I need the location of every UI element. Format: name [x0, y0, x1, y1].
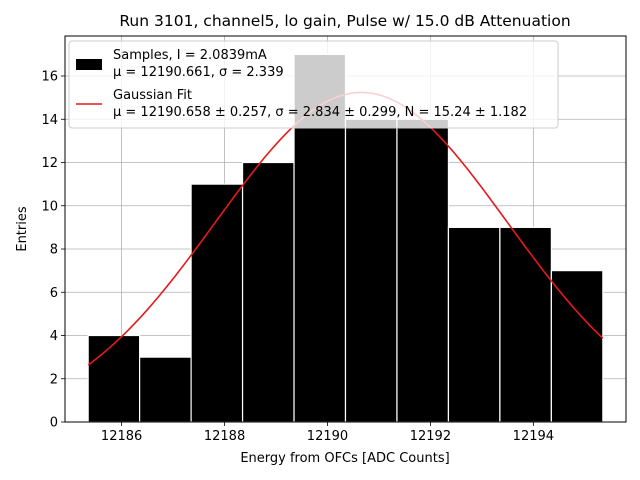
y-tick-label: 0 — [50, 416, 58, 431]
histogram-bar — [550, 270, 604, 423]
histogram-bar — [241, 161, 295, 423]
axis-ticks: 12186 12188 12190 12192 12194 0 2 4 6 8 10 12 14 16 — [41, 70, 554, 444]
x-tick-label: 12192 — [410, 429, 451, 444]
y-tick-label: 14 — [41, 113, 58, 128]
y-tick-label: 12 — [41, 156, 58, 171]
y-tick-label: 2 — [50, 372, 58, 387]
y-tick-label: 8 — [50, 243, 58, 258]
histogram-bar — [139, 356, 192, 423]
histogram-bar — [499, 226, 552, 423]
legend-fit-label: Gaussian Fit — [113, 88, 192, 103]
histogram-bar — [447, 226, 501, 423]
legend-fit-stats: μ = 12190.658 ± 0.257, σ = 2.834 ± 0.299… — [113, 105, 527, 120]
legend-samples-label: Samples, I = 2.0839mA — [113, 48, 267, 63]
histogram-bar — [344, 118, 398, 423]
x-tick-label: 12190 — [307, 429, 348, 444]
y-axis-title: Entries — [15, 206, 30, 252]
histogram-bar — [396, 118, 450, 423]
plot-frame — [64, 35, 627, 423]
x-tick-label: 12186 — [101, 429, 142, 444]
x-axis-title: Energy from OFCs [ADC Counts] — [240, 451, 449, 466]
legend-box — [68, 40, 559, 129]
y-tick-label: 16 — [41, 70, 58, 85]
y-tick-label: 6 — [50, 286, 58, 301]
histogram-bar — [87, 334, 141, 423]
x-tick-label: 12188 — [204, 429, 245, 444]
chart-title: Run 3101, channel5, lo gain, Pulse w/ 15… — [119, 12, 570, 30]
histogram-bar — [190, 183, 244, 423]
x-tick-label: 12194 — [513, 429, 554, 444]
y-tick-label: 10 — [41, 199, 58, 214]
histogram-bars — [87, 53, 604, 423]
y-tick-label: 4 — [50, 329, 58, 344]
legend-samples-stats: μ = 12190.661, σ = 2.339 — [113, 65, 284, 80]
legend: Samples, I = 2.0839mA μ = 12190.661, σ =… — [68, 40, 559, 129]
legend-samples-swatch — [76, 59, 102, 70]
